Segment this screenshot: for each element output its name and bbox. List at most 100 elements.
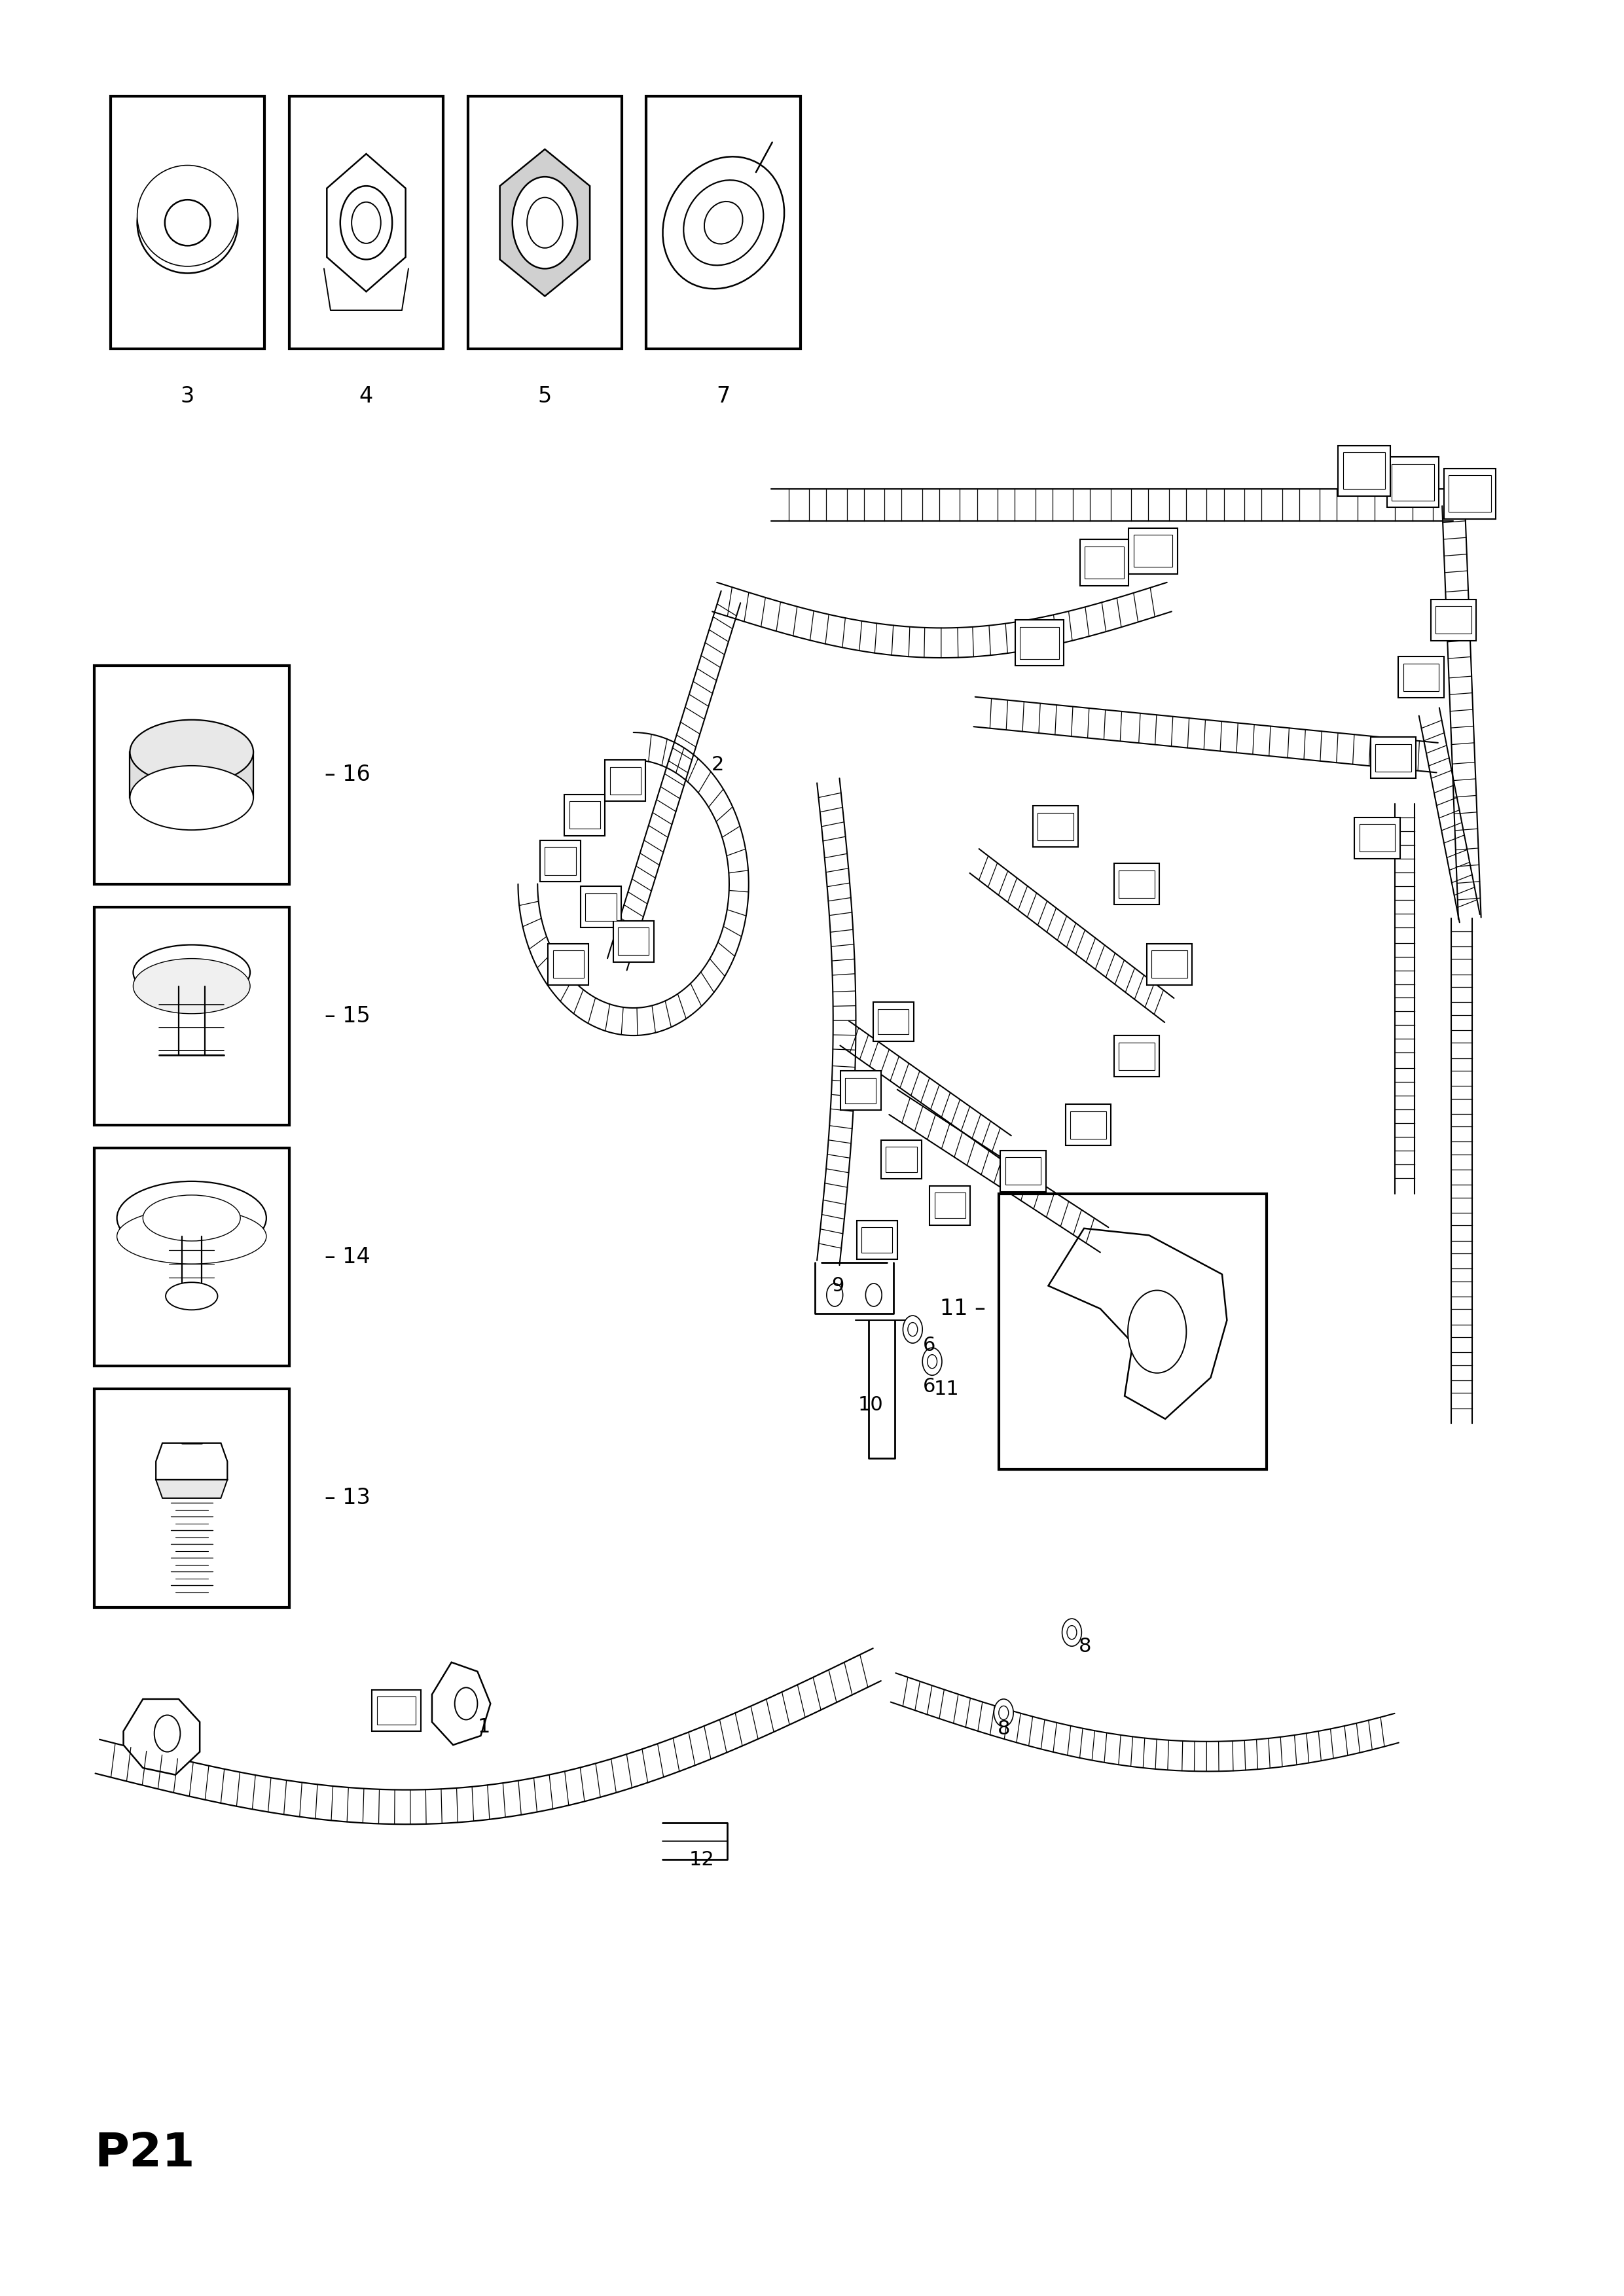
Text: 6: 6 — [922, 1378, 935, 1396]
Ellipse shape — [117, 1180, 266, 1254]
Ellipse shape — [1062, 1619, 1082, 1646]
Ellipse shape — [512, 177, 578, 269]
Bar — [1000, 1150, 1046, 1192]
Polygon shape — [156, 1479, 227, 1499]
Bar — [1065, 1104, 1111, 1146]
Bar — [929, 1185, 971, 1226]
Bar — [1376, 744, 1411, 771]
Ellipse shape — [1067, 1626, 1077, 1639]
Bar — [882, 1139, 922, 1180]
Text: P21: P21 — [94, 2131, 195, 2177]
Ellipse shape — [705, 202, 742, 243]
Bar — [1114, 863, 1160, 905]
Bar — [1354, 817, 1400, 859]
Bar — [611, 767, 640, 794]
Bar — [887, 1148, 918, 1171]
Ellipse shape — [117, 1208, 266, 1263]
Bar — [841, 1070, 882, 1109]
Bar — [468, 96, 622, 349]
Bar — [1392, 464, 1434, 501]
Bar — [585, 893, 617, 921]
Ellipse shape — [663, 156, 784, 289]
Ellipse shape — [339, 186, 393, 259]
Ellipse shape — [908, 1322, 918, 1336]
Ellipse shape — [827, 1283, 843, 1306]
Ellipse shape — [351, 202, 380, 243]
Ellipse shape — [166, 1281, 218, 1309]
Bar — [1129, 528, 1177, 574]
Ellipse shape — [927, 1355, 937, 1368]
Text: – 14: – 14 — [325, 1247, 370, 1267]
Text: 6: 6 — [922, 1336, 935, 1355]
Bar — [1403, 664, 1439, 691]
Text: 1: 1 — [477, 1717, 490, 1736]
Bar — [94, 907, 289, 1125]
Bar — [1151, 951, 1187, 978]
Text: – 13: – 13 — [325, 1488, 370, 1508]
Ellipse shape — [154, 1715, 180, 1752]
Ellipse shape — [526, 197, 562, 248]
Ellipse shape — [1129, 1290, 1186, 1373]
Text: 5: 5 — [538, 386, 552, 406]
Bar — [1015, 620, 1064, 666]
Bar — [1119, 870, 1155, 898]
Bar — [1070, 1111, 1106, 1139]
Bar — [1033, 806, 1078, 847]
Ellipse shape — [130, 719, 253, 785]
Ellipse shape — [922, 1348, 942, 1375]
Ellipse shape — [136, 172, 237, 273]
Bar — [1444, 468, 1496, 519]
Ellipse shape — [133, 960, 250, 1015]
Text: 10: 10 — [857, 1396, 883, 1414]
Bar — [935, 1194, 965, 1217]
Bar — [617, 928, 650, 955]
Bar — [1387, 457, 1439, 507]
Bar — [94, 1148, 289, 1366]
Ellipse shape — [133, 946, 250, 1001]
Ellipse shape — [130, 767, 253, 831]
Polygon shape — [130, 751, 253, 799]
Ellipse shape — [903, 1316, 922, 1343]
Ellipse shape — [166, 200, 211, 246]
Bar — [1398, 657, 1444, 698]
Text: 8: 8 — [1078, 1637, 1091, 1655]
Ellipse shape — [994, 1699, 1013, 1727]
Bar — [1147, 944, 1192, 985]
Bar — [581, 886, 622, 928]
Text: 12: 12 — [689, 1851, 715, 1869]
Bar — [1436, 606, 1471, 634]
Text: 7: 7 — [716, 386, 731, 406]
Bar — [552, 951, 585, 978]
Bar — [1080, 540, 1129, 585]
Polygon shape — [500, 149, 590, 296]
Ellipse shape — [866, 1283, 882, 1306]
Bar — [1085, 546, 1124, 579]
Polygon shape — [123, 1699, 200, 1775]
Text: – 15: – 15 — [325, 1006, 370, 1026]
Ellipse shape — [136, 165, 237, 266]
Ellipse shape — [999, 1706, 1009, 1720]
Bar — [1338, 445, 1390, 496]
Bar — [846, 1077, 877, 1102]
Bar — [1343, 452, 1385, 489]
Bar — [879, 1008, 909, 1033]
Text: 4: 4 — [359, 386, 374, 406]
Bar — [544, 847, 575, 875]
Polygon shape — [156, 1444, 227, 1479]
Bar — [539, 840, 581, 882]
Text: – 16: – 16 — [325, 765, 370, 785]
Polygon shape — [432, 1662, 490, 1745]
Bar — [874, 1001, 914, 1040]
Bar — [1134, 535, 1173, 567]
Bar — [1449, 475, 1491, 512]
Bar — [1359, 824, 1395, 852]
Polygon shape — [1049, 1228, 1228, 1419]
Bar — [1119, 1042, 1155, 1070]
Bar — [568, 801, 601, 829]
Text: 11 –: 11 – — [940, 1297, 986, 1320]
Bar — [1020, 627, 1059, 659]
Bar — [94, 666, 289, 884]
Bar — [1114, 1035, 1160, 1077]
Bar — [1431, 599, 1476, 641]
Ellipse shape — [143, 1194, 240, 1240]
